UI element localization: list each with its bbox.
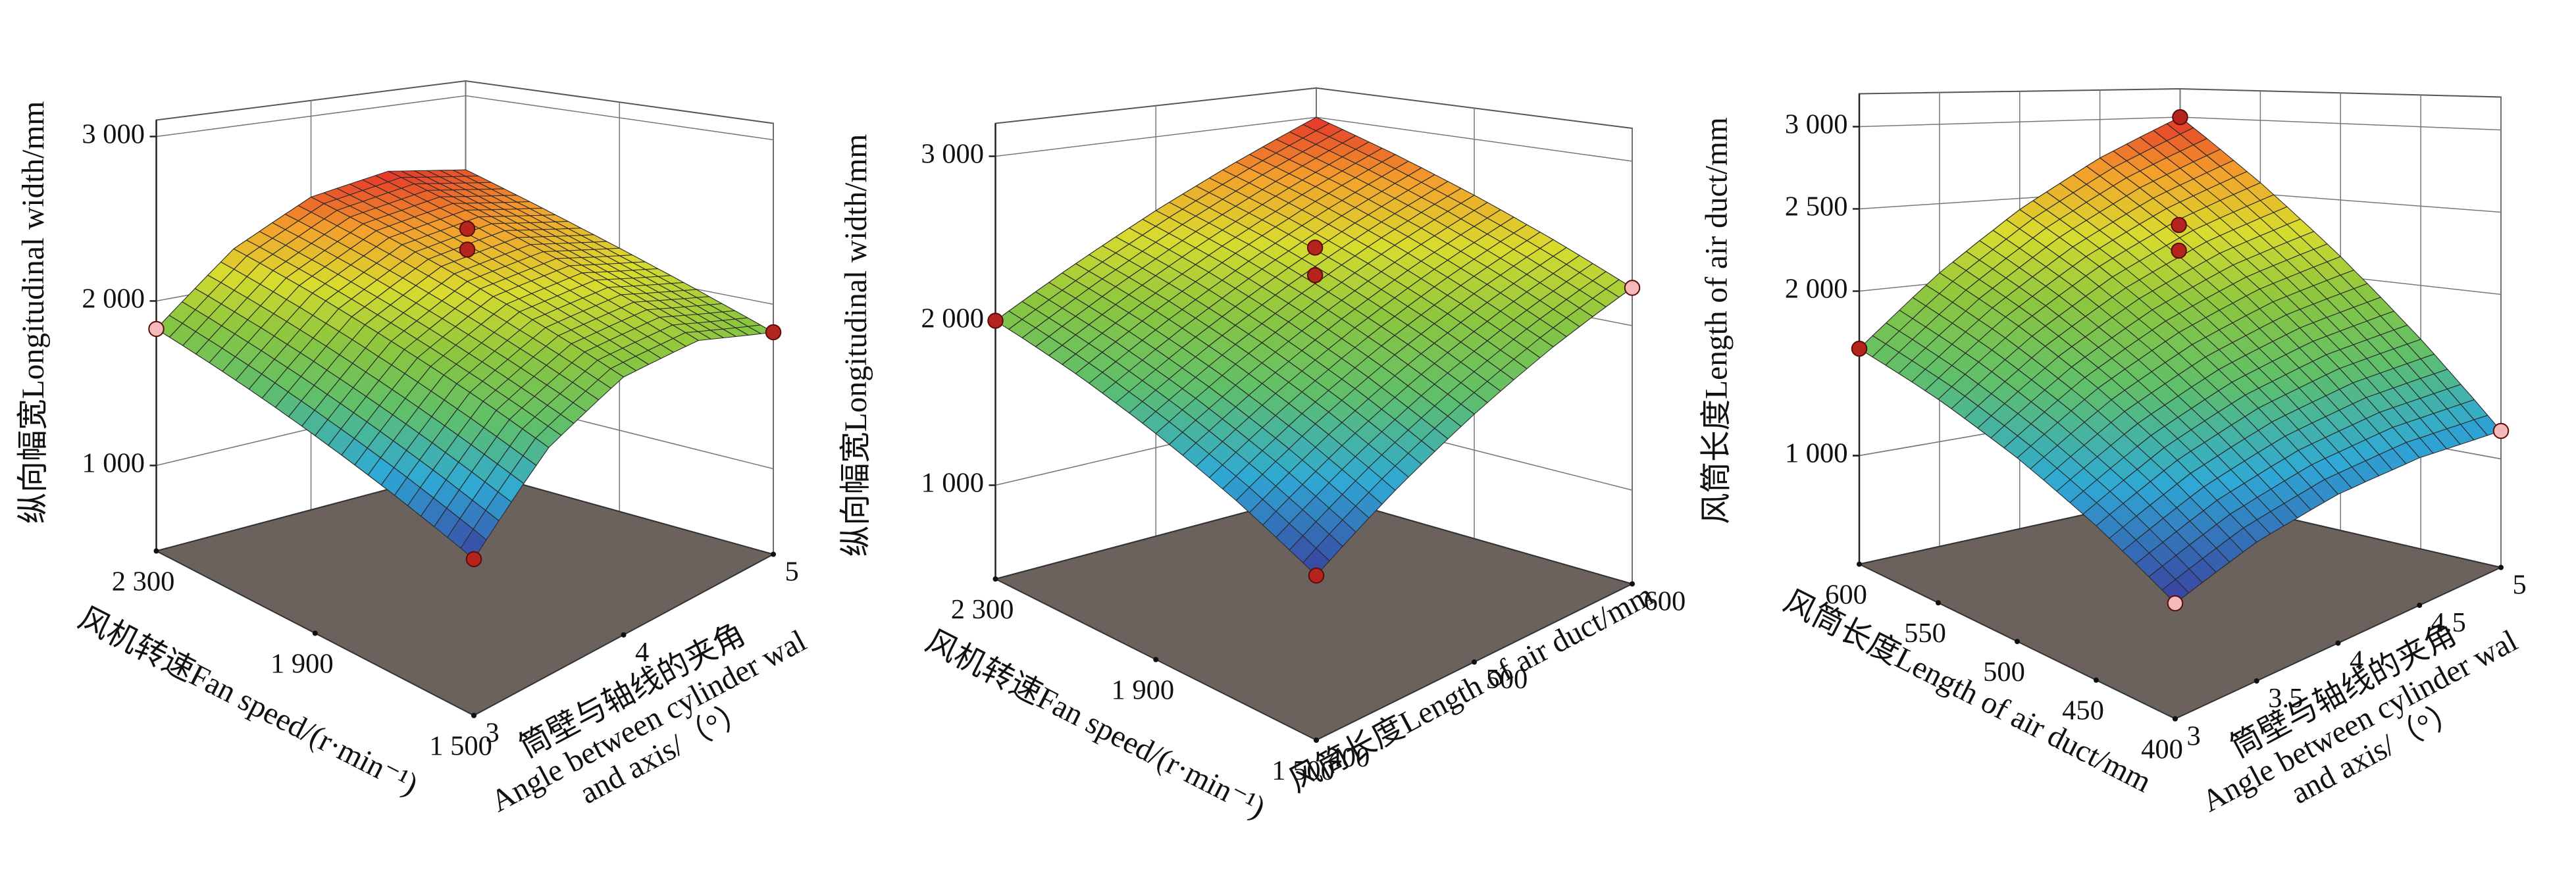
x-tick-mark [1857,561,1862,567]
y-tick-label: 3 [2187,720,2201,751]
x-tick-label: 400 [2141,734,2183,764]
z-tick-label: 3 000 [921,138,984,169]
design-point [1851,340,1868,357]
y-tick-mark [2498,564,2504,570]
z-axis-label: 风筒长度Length of air duct/mm [1699,117,1734,524]
y-tick-label: 3.5 [2268,683,2303,714]
x-tick-mark [992,576,998,582]
y-tick-label: 3 [486,717,500,748]
y-tick-mark [2173,716,2178,722]
design-point [2167,595,2184,612]
x-tick-mark [153,548,159,554]
z-tick-label: 1 000 [1785,438,1848,468]
design-point [459,220,476,238]
z-tick-label: 1 000 [921,467,984,498]
y-tick-mark [2254,678,2259,684]
y-tick-mark [471,713,477,718]
surface-patch [1302,547,1330,576]
y-tick-mark [1630,581,1635,587]
x-tick-label: 550 [1904,618,1946,649]
y-tick-label: 4 [635,637,649,668]
x-tick-label: 1 500 [1272,755,1335,786]
y-tick-mark [1472,659,1477,665]
design-point [987,313,1004,329]
x-tick-mark [1153,657,1159,663]
z-tick-label: 2 000 [1785,273,1848,304]
y-tick-label: 4 [2350,645,2363,676]
design-point [1306,239,1324,256]
design-point [2171,242,2187,259]
z-tick-label: 2 000 [82,283,145,314]
x-tick-label: 500 [1983,657,2025,688]
surface-patch [2161,579,2190,604]
x-tick-label: 1 500 [429,730,492,761]
z-tick-label: 3 000 [82,118,145,149]
surface-plot: 1 000 2 000 3 000 1 500 1 900 2 300 3 4 5 纵向幅宽Lon… [16,80,812,819]
design-point [1308,567,1325,584]
x-tick-label: 450 [2062,695,2104,726]
x-tick-label: 600 [1825,579,1867,610]
y-tick-mark [771,551,777,557]
y-tick-mark [2417,602,2423,608]
design-point [459,241,476,258]
z-tick-label: 2 500 [1785,191,1848,222]
y-tick-label: 600 [1644,586,1686,616]
x-tick-label: 2 300 [112,566,175,597]
x-tick-label: 1 900 [1111,674,1174,705]
surface-plot: 1 000 2 000 3 000 1 500 1 900 2 300 400 500 600 纵… [839,87,1686,825]
grid-line [156,95,774,141]
y-tick-label: 4.5 [2431,607,2466,638]
z-tick-label: 1 000 [82,447,145,478]
design-point [1306,267,1324,284]
surface [155,169,774,560]
z-axis-label: 纵向幅宽Longitudinal width/mm [16,101,51,524]
design-point [2171,216,2187,234]
design-point [1624,280,1641,296]
design-point [148,320,165,338]
x-tick-label: 2 300 [951,594,1014,625]
y-tick-label: 400 [1328,742,1370,773]
z-tick-label: 2 000 [921,303,984,334]
x-tick-label: 1 900 [270,648,334,679]
z-axis-label: 纵向幅宽Longitudinal width/mm [839,134,873,557]
y-tick-label: 500 [1486,664,1528,695]
y-tick-label: 5 [785,556,799,587]
x-tick-mark [1936,600,1941,606]
surface-patch [460,528,487,560]
y-tick-mark [621,632,627,638]
design-point [465,551,482,568]
surface [1859,116,2502,604]
design-point [2492,422,2510,439]
z-tick-label: 3 000 [1785,109,1848,139]
y-tick-label: 5 [2513,569,2527,600]
x-tick-mark [2015,638,2020,644]
surface [994,116,1633,576]
y-tick-mark [2335,640,2341,646]
design-point [765,324,782,341]
x-tick-mark [2094,677,2099,683]
z-tick-label: 1 000 [1785,438,1848,468]
design-point [2172,109,2188,126]
x-tick-mark [312,630,318,636]
y-tick-mark [1314,738,1320,743]
